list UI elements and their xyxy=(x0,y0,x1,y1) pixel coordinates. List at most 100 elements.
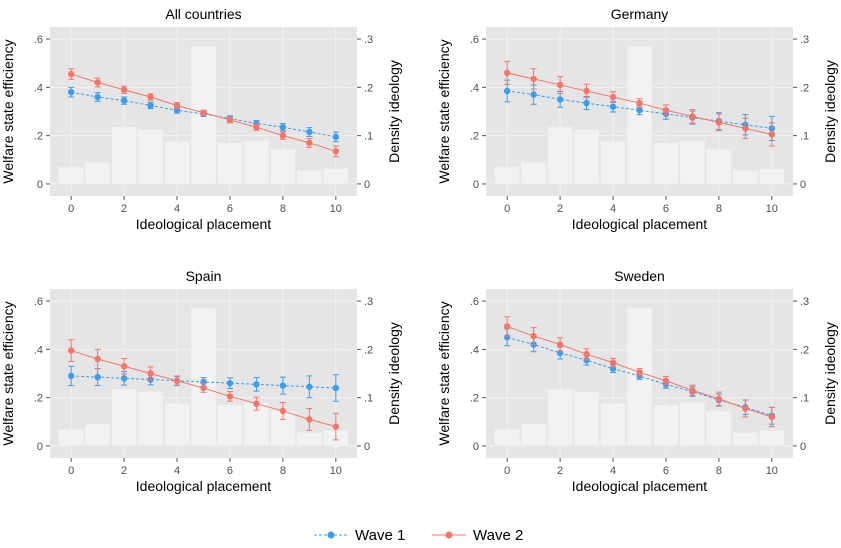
y-tick-label: .6 xyxy=(34,34,43,46)
data-point xyxy=(768,131,776,138)
y-right-tick-label: .1 xyxy=(800,131,809,143)
y-right-tick-label: 0 xyxy=(800,441,806,453)
chart-panel-4: 0 .2 .4 .6 0 .1 .2 .3 0 2 4 6 8 10 Sweden Ideological p… xyxy=(436,268,838,494)
data-point xyxy=(67,372,75,380)
data-point xyxy=(556,96,564,103)
panel-title: Germany xyxy=(611,6,669,22)
data-point xyxy=(120,375,128,382)
density-bar xyxy=(58,166,84,185)
density-bar xyxy=(600,403,626,447)
data-point xyxy=(636,107,643,114)
y-right-tick-label: .2 xyxy=(364,344,373,356)
x-axis-label: Ideological placement xyxy=(136,478,272,494)
x-tick-label: 8 xyxy=(716,203,722,215)
chart-panel-2: 0 .2 .4 .6 0 .1 .2 .3 0 2 4 6 8 10 Germany Ideological … xyxy=(436,6,838,232)
density-bar xyxy=(573,391,600,447)
y-right-axis-label: Density ideology xyxy=(386,60,402,163)
density-bar xyxy=(679,402,706,447)
y-tick-label: .4 xyxy=(470,82,479,94)
legend-label: Wave 2 xyxy=(473,527,523,544)
y-tick-label: .4 xyxy=(470,344,479,356)
density-bar xyxy=(547,126,573,185)
data-point xyxy=(530,91,537,98)
data-point xyxy=(742,405,749,412)
x-axis-label: Ideological placement xyxy=(572,478,708,494)
data-point xyxy=(583,87,590,95)
data-point xyxy=(715,119,723,126)
y-tick-label: .2 xyxy=(34,131,43,143)
x-tick-label: 0 xyxy=(504,203,510,215)
x-tick-label: 0 xyxy=(68,465,74,477)
y-right-tick-label: .2 xyxy=(800,82,809,94)
data-point xyxy=(279,382,287,389)
density-bar xyxy=(732,170,759,185)
data-point xyxy=(636,99,643,107)
y-axis-label: Welfare state efficiency xyxy=(436,39,452,183)
y-tick-label: 0 xyxy=(473,179,479,191)
y-axis-label: Welfare state efficiency xyxy=(436,301,452,445)
y-right-tick-label: .1 xyxy=(800,393,809,405)
density-bar xyxy=(323,168,349,185)
x-tick-label: 2 xyxy=(121,203,127,215)
data-point xyxy=(94,93,101,101)
y-tick-label: .6 xyxy=(470,34,479,46)
y-right-tick-label: .3 xyxy=(364,296,373,308)
data-point xyxy=(306,416,313,423)
data-point xyxy=(279,407,287,415)
data-point xyxy=(768,413,776,421)
density-bar xyxy=(111,388,137,447)
density-bar xyxy=(600,141,626,185)
x-tick-label: 8 xyxy=(716,465,722,477)
data-point xyxy=(67,70,75,78)
data-point xyxy=(332,384,340,392)
data-point xyxy=(147,370,154,377)
data-point xyxy=(147,102,154,109)
data-point xyxy=(530,75,537,83)
chart-panel-1: 0 .2 .4 .6 0 .1 .2 .3 0 2 4 6 8 10 All countries Ideolo… xyxy=(0,6,402,232)
density-bar xyxy=(296,170,323,185)
data-point xyxy=(503,87,511,95)
y-tick-label: .6 xyxy=(470,296,479,308)
y-tick-label: .6 xyxy=(34,296,43,308)
density-bar xyxy=(520,423,547,447)
x-tick-label: 10 xyxy=(766,203,778,215)
data-point xyxy=(226,116,234,124)
y-tick-label: .4 xyxy=(34,344,43,356)
series-wave-2 xyxy=(67,68,340,158)
data-point xyxy=(120,97,128,104)
density-bar xyxy=(58,428,84,447)
density-bar xyxy=(217,142,243,185)
density-bar xyxy=(573,129,600,185)
data-point xyxy=(67,347,75,354)
density-bar xyxy=(137,129,164,185)
y-right-tick-label: .2 xyxy=(800,344,809,356)
density-bar xyxy=(732,432,759,447)
density-bar xyxy=(520,161,547,185)
x-tick-label: 6 xyxy=(663,203,669,215)
density-bar xyxy=(84,423,111,447)
y-right-axis-label: Density ideology xyxy=(822,60,838,163)
y-tick-label: .2 xyxy=(470,131,479,143)
density-bar xyxy=(243,140,270,185)
data-point xyxy=(583,99,590,107)
data-point xyxy=(556,81,564,89)
panel-title: All countries xyxy=(165,6,241,22)
y-right-tick-label: 0 xyxy=(800,179,806,191)
y-tick-label: .2 xyxy=(470,393,479,405)
data-point xyxy=(662,107,670,114)
data-point xyxy=(715,395,723,403)
density-bar xyxy=(111,126,137,185)
data-point xyxy=(94,373,101,381)
data-point xyxy=(583,350,590,358)
data-point xyxy=(253,381,260,388)
density-bar xyxy=(494,166,520,185)
data-point xyxy=(226,393,234,400)
y-right-axis-label: Density ideology xyxy=(386,322,402,425)
data-point xyxy=(200,109,207,116)
legend-item-wave-1: Wave 1 xyxy=(314,527,405,544)
x-tick-label: 6 xyxy=(227,203,233,215)
y-right-tick-label: 0 xyxy=(364,441,370,453)
data-point xyxy=(503,69,511,77)
data-point xyxy=(306,128,313,136)
